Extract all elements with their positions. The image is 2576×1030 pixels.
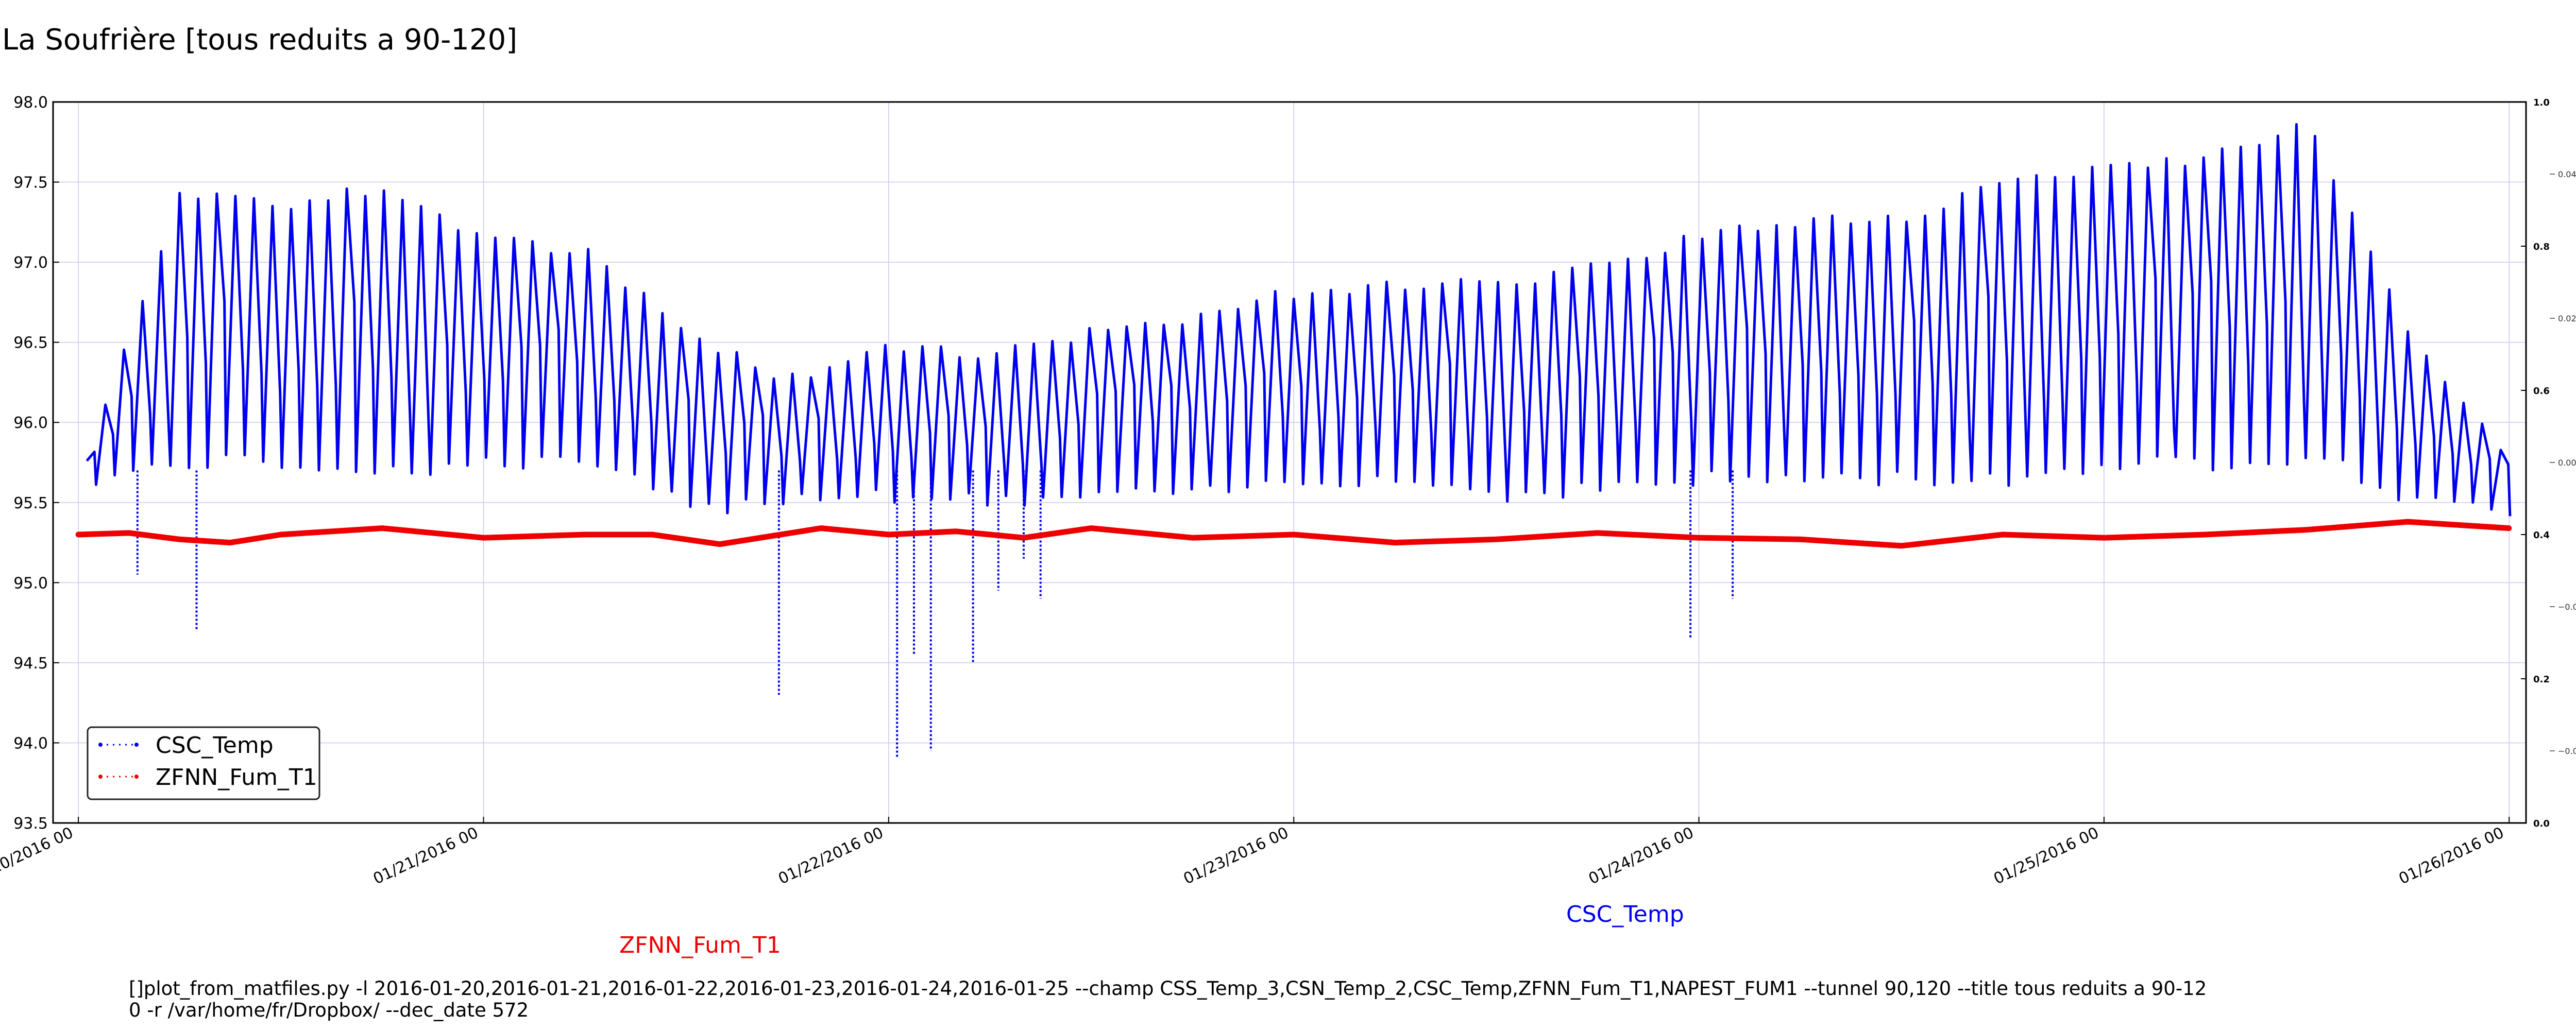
y-tick-label: 97.5 <box>13 174 48 192</box>
right-axis-2: −0.04 −0.02 0.00 0.02 0.04 <box>2550 169 2576 756</box>
x-tick-label: 01/22/2016 00 <box>775 824 886 888</box>
y-tick-label: 94.5 <box>13 655 48 673</box>
legend-marker-csc-temp <box>98 743 103 747</box>
right-axis-2-tick-label: −0.02 <box>2558 602 2576 612</box>
legend-box <box>87 726 320 800</box>
right-axis-2-tick-label: 0.04 <box>2558 169 2576 179</box>
right-axis-1-tick-label: 0.0 <box>2533 818 2550 829</box>
csc-temp-series <box>86 123 2512 759</box>
y-tick-label: 93.5 <box>13 815 48 833</box>
y-tick-label: 98.0 <box>13 94 48 112</box>
footer-label-csc-temp: CSC_Temp <box>1566 901 1684 928</box>
y-tick-label: 96.0 <box>13 414 48 432</box>
x-tick-label: 01/21/2016 00 <box>370 824 481 888</box>
x-axis: 01/20/2016 00 01/21/2016 00 01/22/2016 00 0… <box>0 817 2510 888</box>
right-axis-1-tick-label: 0.2 <box>2533 674 2550 685</box>
right-axis-2-tick-label: 0.02 <box>2558 314 2576 323</box>
csc-temp-line <box>86 123 2512 517</box>
y-tick-label: 95.0 <box>13 574 48 592</box>
legend-marker-zfnn-fum-t1 <box>134 775 139 779</box>
y-tick-label: 95.5 <box>13 494 48 512</box>
legend-marker-zfnn-fum-t1 <box>98 775 103 779</box>
chart-title: La Soufrière [tous reduits a 90-120] <box>2 23 517 57</box>
right-axis-2-tick-label: 0.00 <box>2558 458 2576 468</box>
footer-label-zfnn-fum-t1: ZFNN_Fum_T1 <box>619 932 781 958</box>
command-line-1: []plot_from_matfiles.py -l 2016-01-20,20… <box>129 977 2207 1000</box>
y-tick-label: 97.0 <box>13 254 48 272</box>
x-tick-label: 01/23/2016 00 <box>1181 824 1292 888</box>
command-line-2: 0 -r /var/home/fr/Dropbox/ --dec_date 57… <box>129 999 529 1021</box>
right-axis-1-tick-label: 0.6 <box>2533 386 2550 397</box>
zfnn-fum-t1-line <box>75 519 2512 549</box>
legend: CSC_Temp ZFNN_Fum_T1 <box>87 726 320 800</box>
grid <box>53 101 2526 823</box>
plot-frame <box>52 101 2527 824</box>
x-tick-label: 01/26/2016 00 <box>2396 824 2507 888</box>
right-axis-2-tick-label: −0.04 <box>2558 746 2576 756</box>
right-axis-1: 0.0 0.2 0.4 0.6 0.8 1.0 <box>2521 97 2550 829</box>
right-axis-1-tick-label: 1.0 <box>2533 97 2550 108</box>
legend-label-zfnn-fum-t1: ZFNN_Fum_T1 <box>156 764 317 791</box>
legend-label-csc-temp: CSC_Temp <box>156 732 274 759</box>
x-tick-label: 01/25/2016 00 <box>1991 824 2102 888</box>
zfnn-fum-t1-series <box>75 519 2512 549</box>
right-axis-1-tick-label: 0.8 <box>2533 242 2550 252</box>
legend-entry-zfnn-fum-t1: ZFNN_Fum_T1 <box>98 764 317 791</box>
y-axis: 93.5 94.0 94.5 95.0 95.5 96.0 96.5 97.0 97.5 98.0 <box>13 94 59 833</box>
x-tick-label: 01/20/2016 00 <box>0 824 76 888</box>
legend-entry-csc-temp: CSC_Temp <box>98 732 274 759</box>
y-tick-label: 94.0 <box>13 734 48 752</box>
right-axis-1-tick-label: 0.4 <box>2533 530 2550 541</box>
y-tick-label: 96.5 <box>13 334 48 352</box>
legend-marker-csc-temp <box>134 743 139 747</box>
x-tick-label: 01/24/2016 00 <box>1586 824 1697 888</box>
